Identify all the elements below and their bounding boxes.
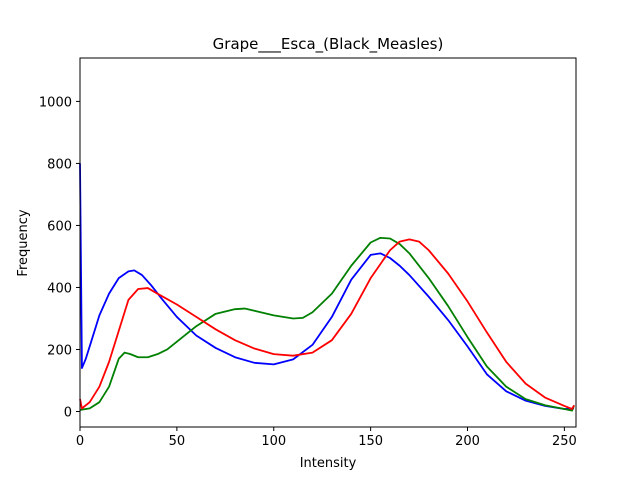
y-tick-label: 1000 bbox=[39, 95, 72, 110]
y-tick-label: 200 bbox=[47, 343, 72, 358]
plot-frame bbox=[79, 57, 577, 428]
x-tick-label: 50 bbox=[169, 434, 186, 449]
series-line-0 bbox=[79, 163, 575, 410]
x-tick-label: 200 bbox=[455, 434, 480, 449]
y-tick-label: 400 bbox=[47, 281, 72, 296]
series-line-2 bbox=[79, 238, 575, 410]
y-axis-title: Frequency bbox=[16, 209, 31, 276]
series-layer bbox=[79, 163, 575, 412]
plot-area bbox=[80, 58, 576, 427]
x-ticks: 0 50 100 150 200 250 bbox=[76, 427, 577, 449]
y-tick-label: 600 bbox=[47, 219, 72, 234]
x-tick-label: 150 bbox=[358, 434, 383, 449]
y-tick-label: 0 bbox=[64, 405, 72, 420]
y-ticks: 0 200 400 600 800 1000 bbox=[39, 95, 80, 420]
x-tick-label: 0 bbox=[76, 434, 84, 449]
series-line-1 bbox=[79, 236, 575, 412]
y-tick-label: 800 bbox=[47, 157, 72, 172]
chart-title: Grape___Esca_(Black_Measles) bbox=[213, 35, 444, 54]
x-tick-label: 250 bbox=[552, 434, 577, 449]
x-tick-label: 100 bbox=[261, 434, 286, 449]
x-axis-title: Intensity bbox=[300, 456, 357, 471]
